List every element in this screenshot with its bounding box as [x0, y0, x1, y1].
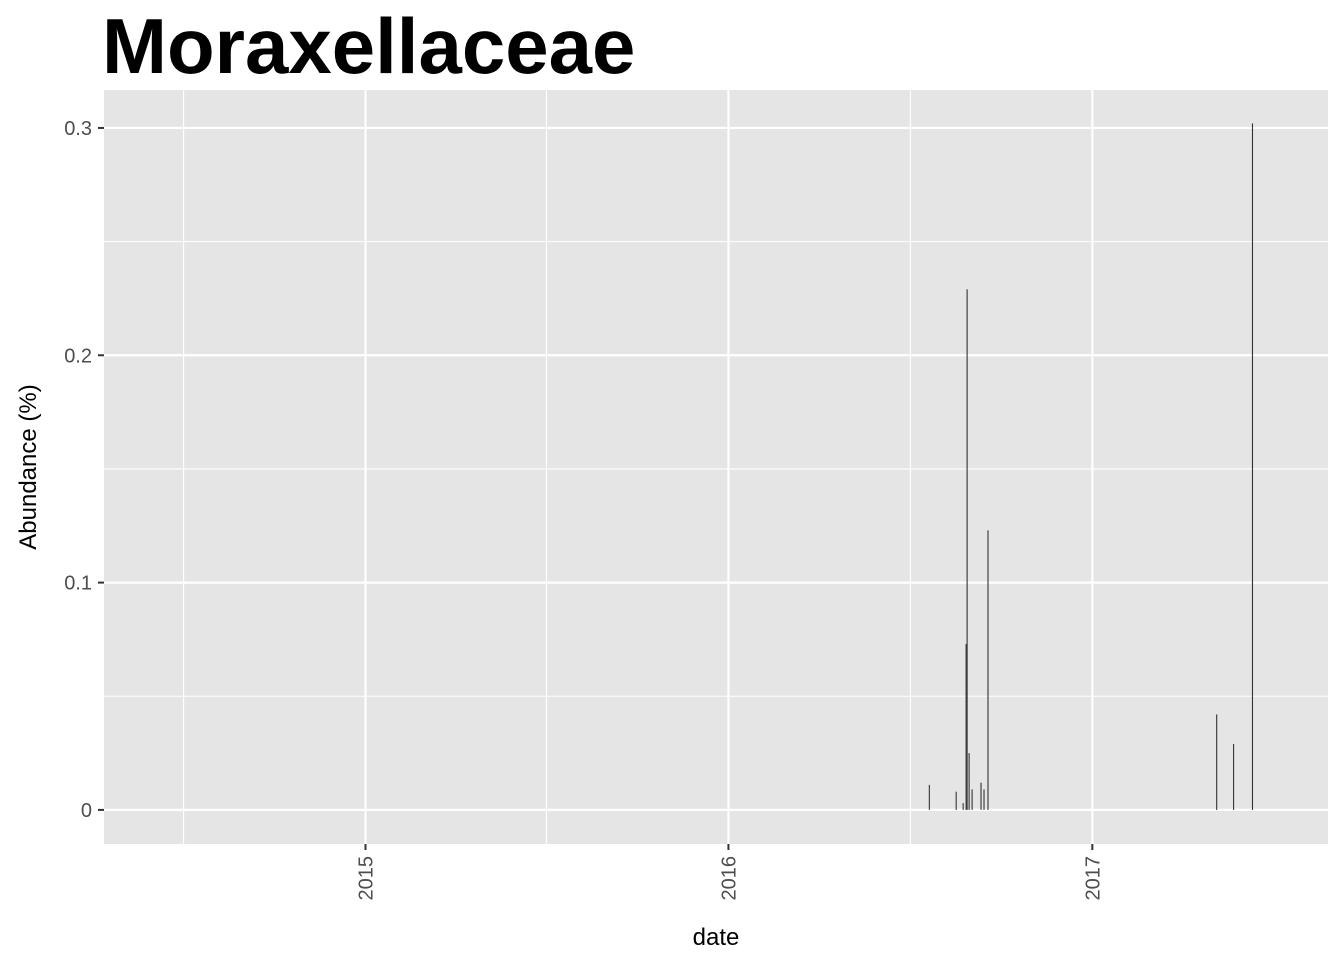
y-axis-title: Abundance (%): [15, 384, 42, 549]
bar: [966, 289, 968, 810]
bars: [928, 123, 1254, 810]
bar: [1251, 123, 1254, 810]
x-tick-label: 2017: [1082, 856, 1104, 901]
bar: [971, 789, 973, 810]
grid-lines: [104, 90, 1328, 844]
bar: [1216, 714, 1218, 810]
bar: [983, 789, 985, 810]
y-tick-label: 0.3: [64, 118, 92, 140]
plot-panel: [104, 90, 1328, 844]
bar: [980, 782, 982, 810]
bar: [962, 803, 964, 810]
bar: [965, 643, 967, 810]
y-tick-label: 0: [81, 800, 92, 822]
x-tick-label: 2016: [718, 856, 740, 901]
bar: [1233, 743, 1235, 810]
axes: 0 0.1 0.2 0.3 2015 2016 2017: [64, 118, 1104, 901]
bar: [987, 530, 989, 810]
y-tick-label: 0.1: [64, 573, 92, 595]
bar: [928, 784, 930, 810]
chart-title: Moraxellaceae: [102, 2, 636, 90]
bar: [955, 791, 957, 810]
x-tick-label: 2015: [356, 856, 378, 901]
x-axis-title: date: [693, 924, 740, 951]
bar: [968, 753, 970, 810]
y-tick-label: 0.2: [64, 345, 92, 367]
